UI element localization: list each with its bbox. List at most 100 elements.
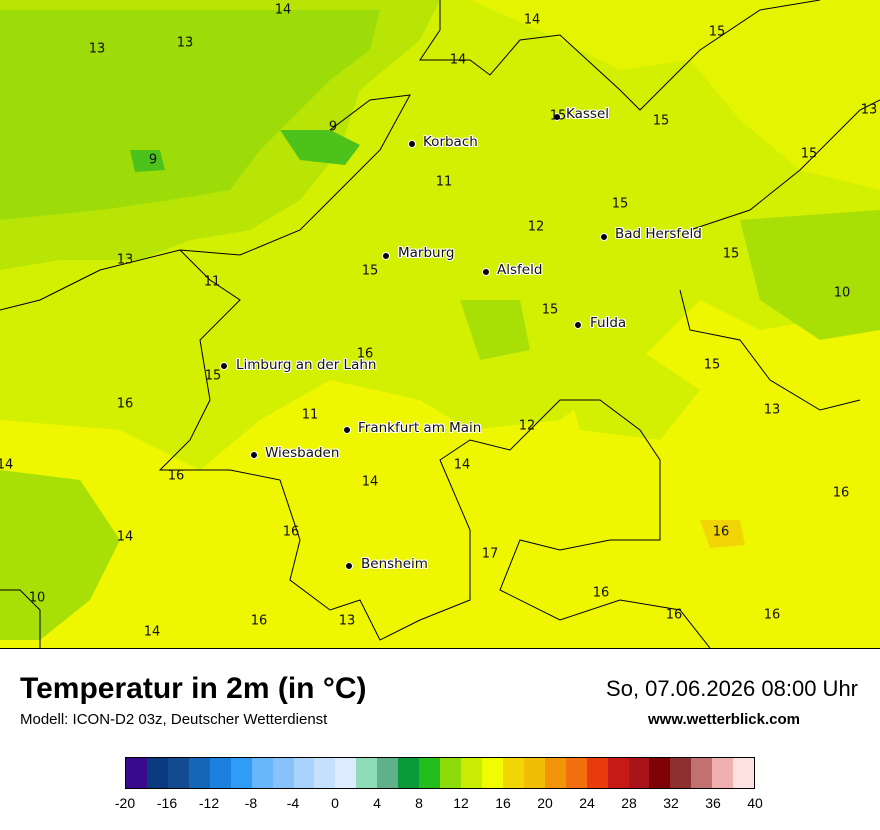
city-label-frankfurt: Frankfurt am Main (358, 420, 482, 436)
city-label-alsfeld: Alsfeld (497, 262, 543, 278)
temp-value: 17 (481, 546, 499, 562)
temp-value: 14 (449, 52, 467, 68)
mild-zone-se (560, 350, 700, 440)
color-legend (125, 757, 755, 789)
temp-value: 16 (282, 524, 300, 540)
legend-swatch (335, 758, 357, 788)
legend-swatch (126, 758, 147, 788)
city-label-wiesbaden: Wiesbaden (265, 445, 340, 461)
legend-swatch (293, 758, 315, 788)
city-dot-korbach (408, 140, 416, 148)
temp-value: 15 (708, 24, 726, 40)
warm-spot (700, 520, 745, 548)
temp-value: 13 (763, 402, 781, 418)
city-label-korbach: Korbach (423, 134, 478, 150)
model-source: Modell: ICON-D2 03z, Deutscher Wetterdie… (20, 711, 328, 728)
cool-zone-center (460, 300, 530, 360)
temp-value: 15 (611, 196, 629, 212)
legend-swatch (628, 758, 650, 788)
legend-swatch (481, 758, 503, 788)
temp-value: 9 (328, 119, 338, 135)
legend-swatch (733, 758, 755, 788)
temp-value: 16 (356, 346, 374, 362)
legend-swatch (209, 758, 231, 788)
temp-value: 16 (712, 524, 730, 540)
city-dot-kassel (553, 113, 561, 121)
legend-tick-label: 16 (495, 795, 511, 811)
city-label-kassel: Kassel (566, 106, 610, 122)
temp-value: 13 (338, 613, 356, 629)
legend-swatch (670, 758, 692, 788)
temp-value: 14 (274, 2, 292, 18)
forecast-datetime: So, 07.06.2026 08:00 Uhr (606, 676, 858, 701)
cool-zone-nw-core (0, 10, 380, 220)
temp-value: 14 (143, 624, 161, 640)
legend-swatch (523, 758, 545, 788)
legend-swatch (440, 758, 461, 788)
temp-value: 12 (527, 219, 545, 235)
city-label-marburg: Marburg (398, 245, 455, 261)
temp-value: 15 (549, 108, 567, 124)
map-canvas (0, 0, 880, 648)
city-dot-bad-hersfeld (600, 233, 608, 241)
legend-tick-label: 8 (415, 795, 423, 811)
temp-value: 15 (703, 357, 721, 373)
legend-tick-label: 32 (663, 795, 679, 811)
legend-swatch (461, 758, 482, 788)
temperature-map[interactable]: Kassel Korbach Bad Hersfeld Marburg Alsf… (0, 0, 880, 649)
cool-zone-sw (0, 470, 120, 640)
legend-swatch (377, 758, 399, 788)
city-label-bad-hersfeld: Bad Hersfeld (615, 226, 702, 242)
legend-tick-label: 24 (579, 795, 595, 811)
legend-swatch (230, 758, 252, 788)
city-label-bensheim: Bensheim (361, 556, 428, 572)
temp-value: 16 (167, 468, 185, 484)
legend-swatch (188, 758, 210, 788)
city-dot-limburg (220, 362, 228, 370)
cool-zone-east (740, 210, 880, 340)
temp-value: 13 (88, 41, 106, 57)
temp-value: 16 (763, 607, 781, 623)
city-label-fulda: Fulda (590, 315, 627, 331)
legend-tick-label: 36 (705, 795, 721, 811)
legend-swatch (586, 758, 608, 788)
legend-tick-label: 12 (453, 795, 469, 811)
temp-value: 15 (541, 302, 559, 318)
temp-value: 13 (176, 35, 194, 51)
legend-tick-label: 40 (747, 795, 763, 811)
legend-swatch (251, 758, 273, 788)
legend-swatch (565, 758, 587, 788)
legend-swatch (398, 758, 420, 788)
legend-swatch (712, 758, 734, 788)
legend-swatch (146, 758, 168, 788)
city-dot-fulda (574, 321, 582, 329)
temp-value: 13 (860, 102, 878, 118)
temp-value: 15 (204, 368, 222, 384)
temp-value: 16 (832, 485, 850, 501)
chart-title: Temperatur in 2m (in °C) (20, 672, 367, 705)
legend-swatch (419, 758, 441, 788)
legend-tick-label: -12 (198, 795, 220, 811)
legend-tick-label: -16 (156, 795, 178, 811)
state-border-south (158, 249, 711, 648)
mild-zone-ne (470, 0, 880, 190)
legend-tick-label: 4 (373, 795, 381, 811)
legend-tick-label: 20 (537, 795, 553, 811)
temp-value: 13 (116, 252, 134, 268)
legend-tick-label: -20 (114, 795, 136, 811)
city-dot-wiesbaden (250, 451, 258, 459)
temp-value: 11 (435, 174, 453, 190)
city-label-limburg: Limburg an der Lahn (236, 357, 377, 373)
city-dot-alsfeld (482, 268, 490, 276)
site-link[interactable]: www.wetterblick.com (648, 711, 800, 728)
border-sw (0, 589, 41, 648)
temp-value: 16 (116, 396, 134, 412)
legend-swatch (272, 758, 294, 788)
legend-swatch (314, 758, 336, 788)
temp-value: 14 (523, 12, 541, 28)
legend-swatch (691, 758, 713, 788)
city-dot-frankfurt (343, 426, 351, 434)
city-dot-marburg (382, 252, 390, 260)
cold-spot-2 (130, 150, 165, 172)
temp-value: 12 (518, 418, 536, 434)
